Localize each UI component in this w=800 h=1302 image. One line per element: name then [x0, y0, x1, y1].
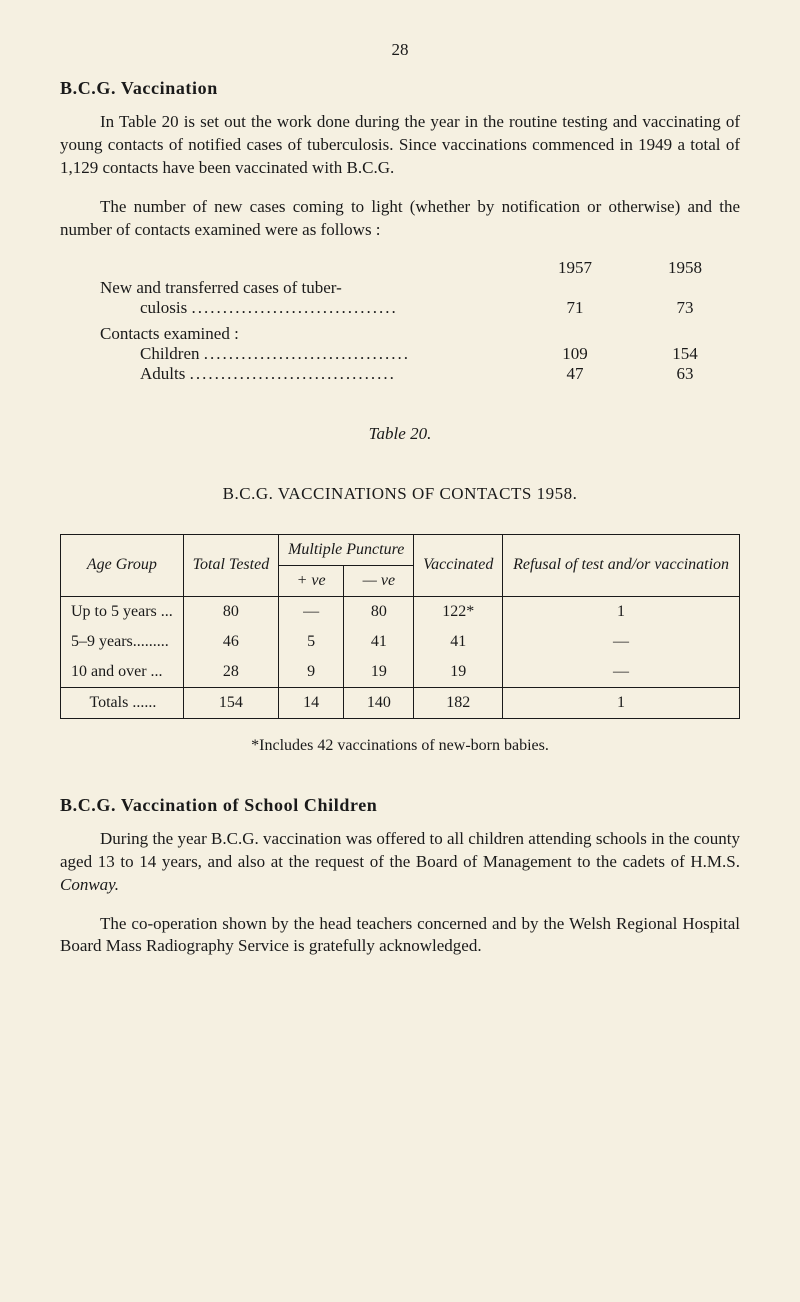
paragraph-3: During the year B.C.G. vaccination was o…	[60, 828, 740, 897]
table-body: Up to 5 years ... 80 — 80 122* 1 5–9 yea…	[61, 596, 740, 687]
stats-new-1957: 71	[520, 298, 630, 318]
totals-ref: 1	[503, 687, 740, 718]
page-number: 28	[60, 40, 740, 60]
stats-new-label: New and transferred cases of tuber-	[60, 278, 520, 298]
col-positive: + ve	[278, 565, 343, 596]
para3-text: During the year B.C.G. vaccination was o…	[60, 829, 740, 871]
heading-bcg-vaccination: B.C.G. Vaccination	[60, 78, 740, 99]
totals-vacc: 182	[414, 687, 503, 718]
heading-school-children: B.C.G. Vaccination of School Children	[60, 795, 740, 816]
cell-age: 10 and over ...	[61, 657, 184, 688]
cell-neg: 19	[344, 657, 414, 688]
col-multiple-puncture: Multiple Puncture	[278, 534, 413, 565]
table-row: 10 and over ... 28 9 19 19 —	[61, 657, 740, 688]
cell-vacc: 19	[414, 657, 503, 688]
col-vaccinated: Vaccinated	[414, 534, 503, 596]
cell-age: 5–9 years.........	[61, 627, 184, 657]
col-negative: — ve	[344, 565, 414, 596]
cell-total: 80	[183, 596, 278, 627]
paragraph-2: The number of new cases coming to light …	[60, 196, 740, 242]
cell-neg: 80	[344, 596, 414, 627]
stats-adults-1957: 47	[520, 364, 630, 384]
stats-year-1958: 1958	[630, 258, 740, 278]
table-row: 5–9 years......... 46 5 41 41 —	[61, 627, 740, 657]
stats-children-1957: 109	[520, 344, 630, 364]
cell-ref: 1	[503, 596, 740, 627]
stats-row-children: Children 109 154	[60, 344, 740, 364]
table-title: B.C.G. VACCINATIONS OF CONTACTS 1958.	[60, 484, 740, 504]
cell-total: 28	[183, 657, 278, 688]
table-row: Up to 5 years ... 80 — 80 122* 1	[61, 596, 740, 627]
stats-block: 1957 1958 New and transferred cases of t…	[60, 258, 740, 384]
cell-vacc: 122*	[414, 596, 503, 627]
stats-row-new-cases-line2: culosis 71 73	[60, 298, 740, 318]
cell-ref: —	[503, 657, 740, 688]
cell-total: 46	[183, 627, 278, 657]
stats-adults-1958: 63	[630, 364, 740, 384]
stats-adults-label: Adults	[60, 364, 520, 384]
stats-new-1958: 73	[630, 298, 740, 318]
para3-italic: Conway.	[60, 875, 119, 894]
cell-pos: 5	[278, 627, 343, 657]
col-refusal: Refusal of test and/or vaccination	[503, 534, 740, 596]
cell-vacc: 41	[414, 627, 503, 657]
totals-total: 154	[183, 687, 278, 718]
table-head: Age Group Total Tested Multiple Puncture…	[61, 534, 740, 596]
totals-neg: 140	[344, 687, 414, 718]
stats-header-spacer	[60, 258, 520, 278]
cell-age: Up to 5 years ...	[61, 596, 184, 627]
stats-new-label2: culosis	[60, 298, 520, 318]
stats-contacts-label: Contacts examined :	[60, 324, 740, 344]
col-total-tested: Total Tested	[183, 534, 278, 596]
col-age: Age Group	[61, 534, 184, 596]
totals-label: Totals ......	[61, 687, 184, 718]
table-totals: Totals ...... 154 14 140 182 1	[61, 687, 740, 718]
paragraph-1: In Table 20 is set out the work done dur…	[60, 111, 740, 180]
page: 28 B.C.G. Vaccination In Table 20 is set…	[0, 0, 800, 1302]
stats-children-1958: 154	[630, 344, 740, 364]
stats-row-adults: Adults 47 63	[60, 364, 740, 384]
totals-row: Totals ...... 154 14 140 182 1	[61, 687, 740, 718]
bcg-table: Age Group Total Tested Multiple Puncture…	[60, 534, 740, 719]
paragraph-4: The co-operation shown by the head teach…	[60, 913, 740, 959]
stats-header: 1957 1958	[60, 258, 740, 278]
stats-children-label: Children	[60, 344, 520, 364]
table-caption: Table 20.	[60, 424, 740, 444]
stats-year-1957: 1957	[520, 258, 630, 278]
cell-ref: —	[503, 627, 740, 657]
stats-row-new-cases-line1: New and transferred cases of tuber-	[60, 278, 740, 298]
cell-neg: 41	[344, 627, 414, 657]
table-footnote: *Includes 42 vaccinations of new-born ba…	[60, 737, 740, 755]
totals-pos: 14	[278, 687, 343, 718]
cell-pos: 9	[278, 657, 343, 688]
cell-pos: —	[278, 596, 343, 627]
